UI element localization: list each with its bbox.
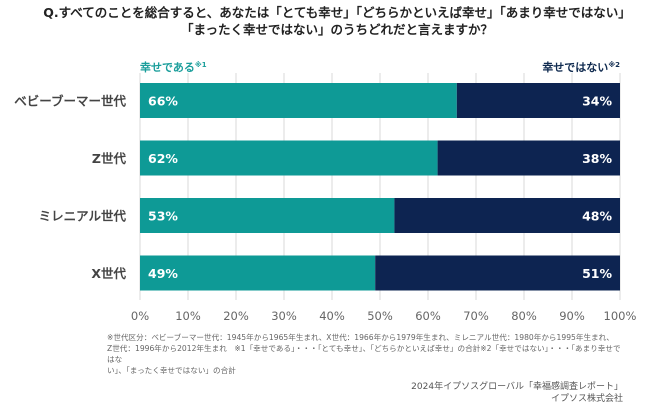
footnote-line-3: い」、「まったく幸せではない」の合計	[107, 366, 236, 375]
x-tick-label: 20%	[223, 309, 249, 323]
source-line-2: イプソス株式会社	[550, 394, 623, 404]
x-tick-label: 60%	[415, 309, 441, 323]
bar-not-happy	[437, 140, 620, 176]
x-tick-label: 70%	[463, 309, 489, 323]
x-tick-label: 10%	[175, 309, 201, 323]
x-tick-label: 50%	[367, 309, 393, 323]
x-tick-label: 90%	[559, 309, 585, 323]
category-label: Z世代	[92, 151, 127, 166]
category-label: X世代	[91, 266, 126, 281]
x-axis-ticks: 0% 10% 20% 30% 40% 50% 60% 70% 80% 90% 100%	[131, 309, 637, 323]
legend-happy-note: ※1	[194, 61, 207, 69]
value-label-happy: 62%	[148, 151, 178, 166]
legend-not-happy-label: 幸せではない	[542, 61, 609, 74]
x-tick-label: 0%	[131, 309, 149, 323]
bar-not-happy	[394, 198, 620, 233]
legend-happy: 幸せである※1	[140, 59, 207, 75]
bar-happy	[140, 255, 376, 291]
value-label-happy: 49%	[148, 266, 178, 281]
value-label-not-happy: 51%	[582, 266, 612, 281]
legend-not-happy-note: ※2	[608, 61, 620, 69]
source: 2024年イプソスグローバル「幸福感調査レポート」 イプソス株式会社	[411, 381, 623, 405]
x-tick-label: 100%	[604, 309, 637, 323]
bar-happy	[140, 83, 457, 118]
value-label-happy: 53%	[148, 209, 178, 224]
category-label: ミレニアル世代	[39, 209, 127, 224]
legend-happy-label: 幸せである	[140, 61, 195, 74]
category-label: ベビーブーマー世代	[14, 94, 126, 109]
chart-title-line-1: Q.すべてのことを総合すると、あなたは「とても幸せ」「どちらかといえば幸せ」「あ…	[43, 5, 631, 20]
x-tick-label: 80%	[511, 309, 537, 323]
chart-title-line-2: 「まったく幸せではない」のうちどれだと言えますか？	[180, 22, 493, 37]
bar-happy	[140, 198, 395, 233]
x-tick-label: 40%	[319, 309, 345, 323]
source-line-1: 2024年イプソスグローバル「幸福感調査レポート」	[411, 382, 623, 392]
bar-not-happy	[375, 255, 620, 291]
value-label-not-happy: 48%	[582, 209, 612, 224]
value-label-happy: 66%	[148, 94, 178, 109]
value-label-not-happy: 38%	[582, 151, 612, 166]
footnote-line-2: Z世代：1996年から2012年生まれ ※1「幸せである」・・・「とても幸せ」、…	[107, 344, 621, 364]
legend-not-happy: 幸せではない※2	[542, 59, 620, 75]
value-label-not-happy: 34%	[582, 94, 612, 109]
x-tick-label: 30%	[271, 309, 297, 323]
footnote-line-1: ※世代区分：ベビーブーマー世代：1945年から1965年生まれ、X世代：1966…	[107, 333, 614, 342]
bar-not-happy	[456, 83, 620, 118]
bar-happy	[140, 140, 438, 176]
bars: 66% 34% 62% 38% 53% 48% 49% 51%	[140, 83, 620, 291]
footnote: ※世代区分：ベビーブーマー世代：1945年から1965年生まれ、X世代：1966…	[107, 332, 627, 376]
